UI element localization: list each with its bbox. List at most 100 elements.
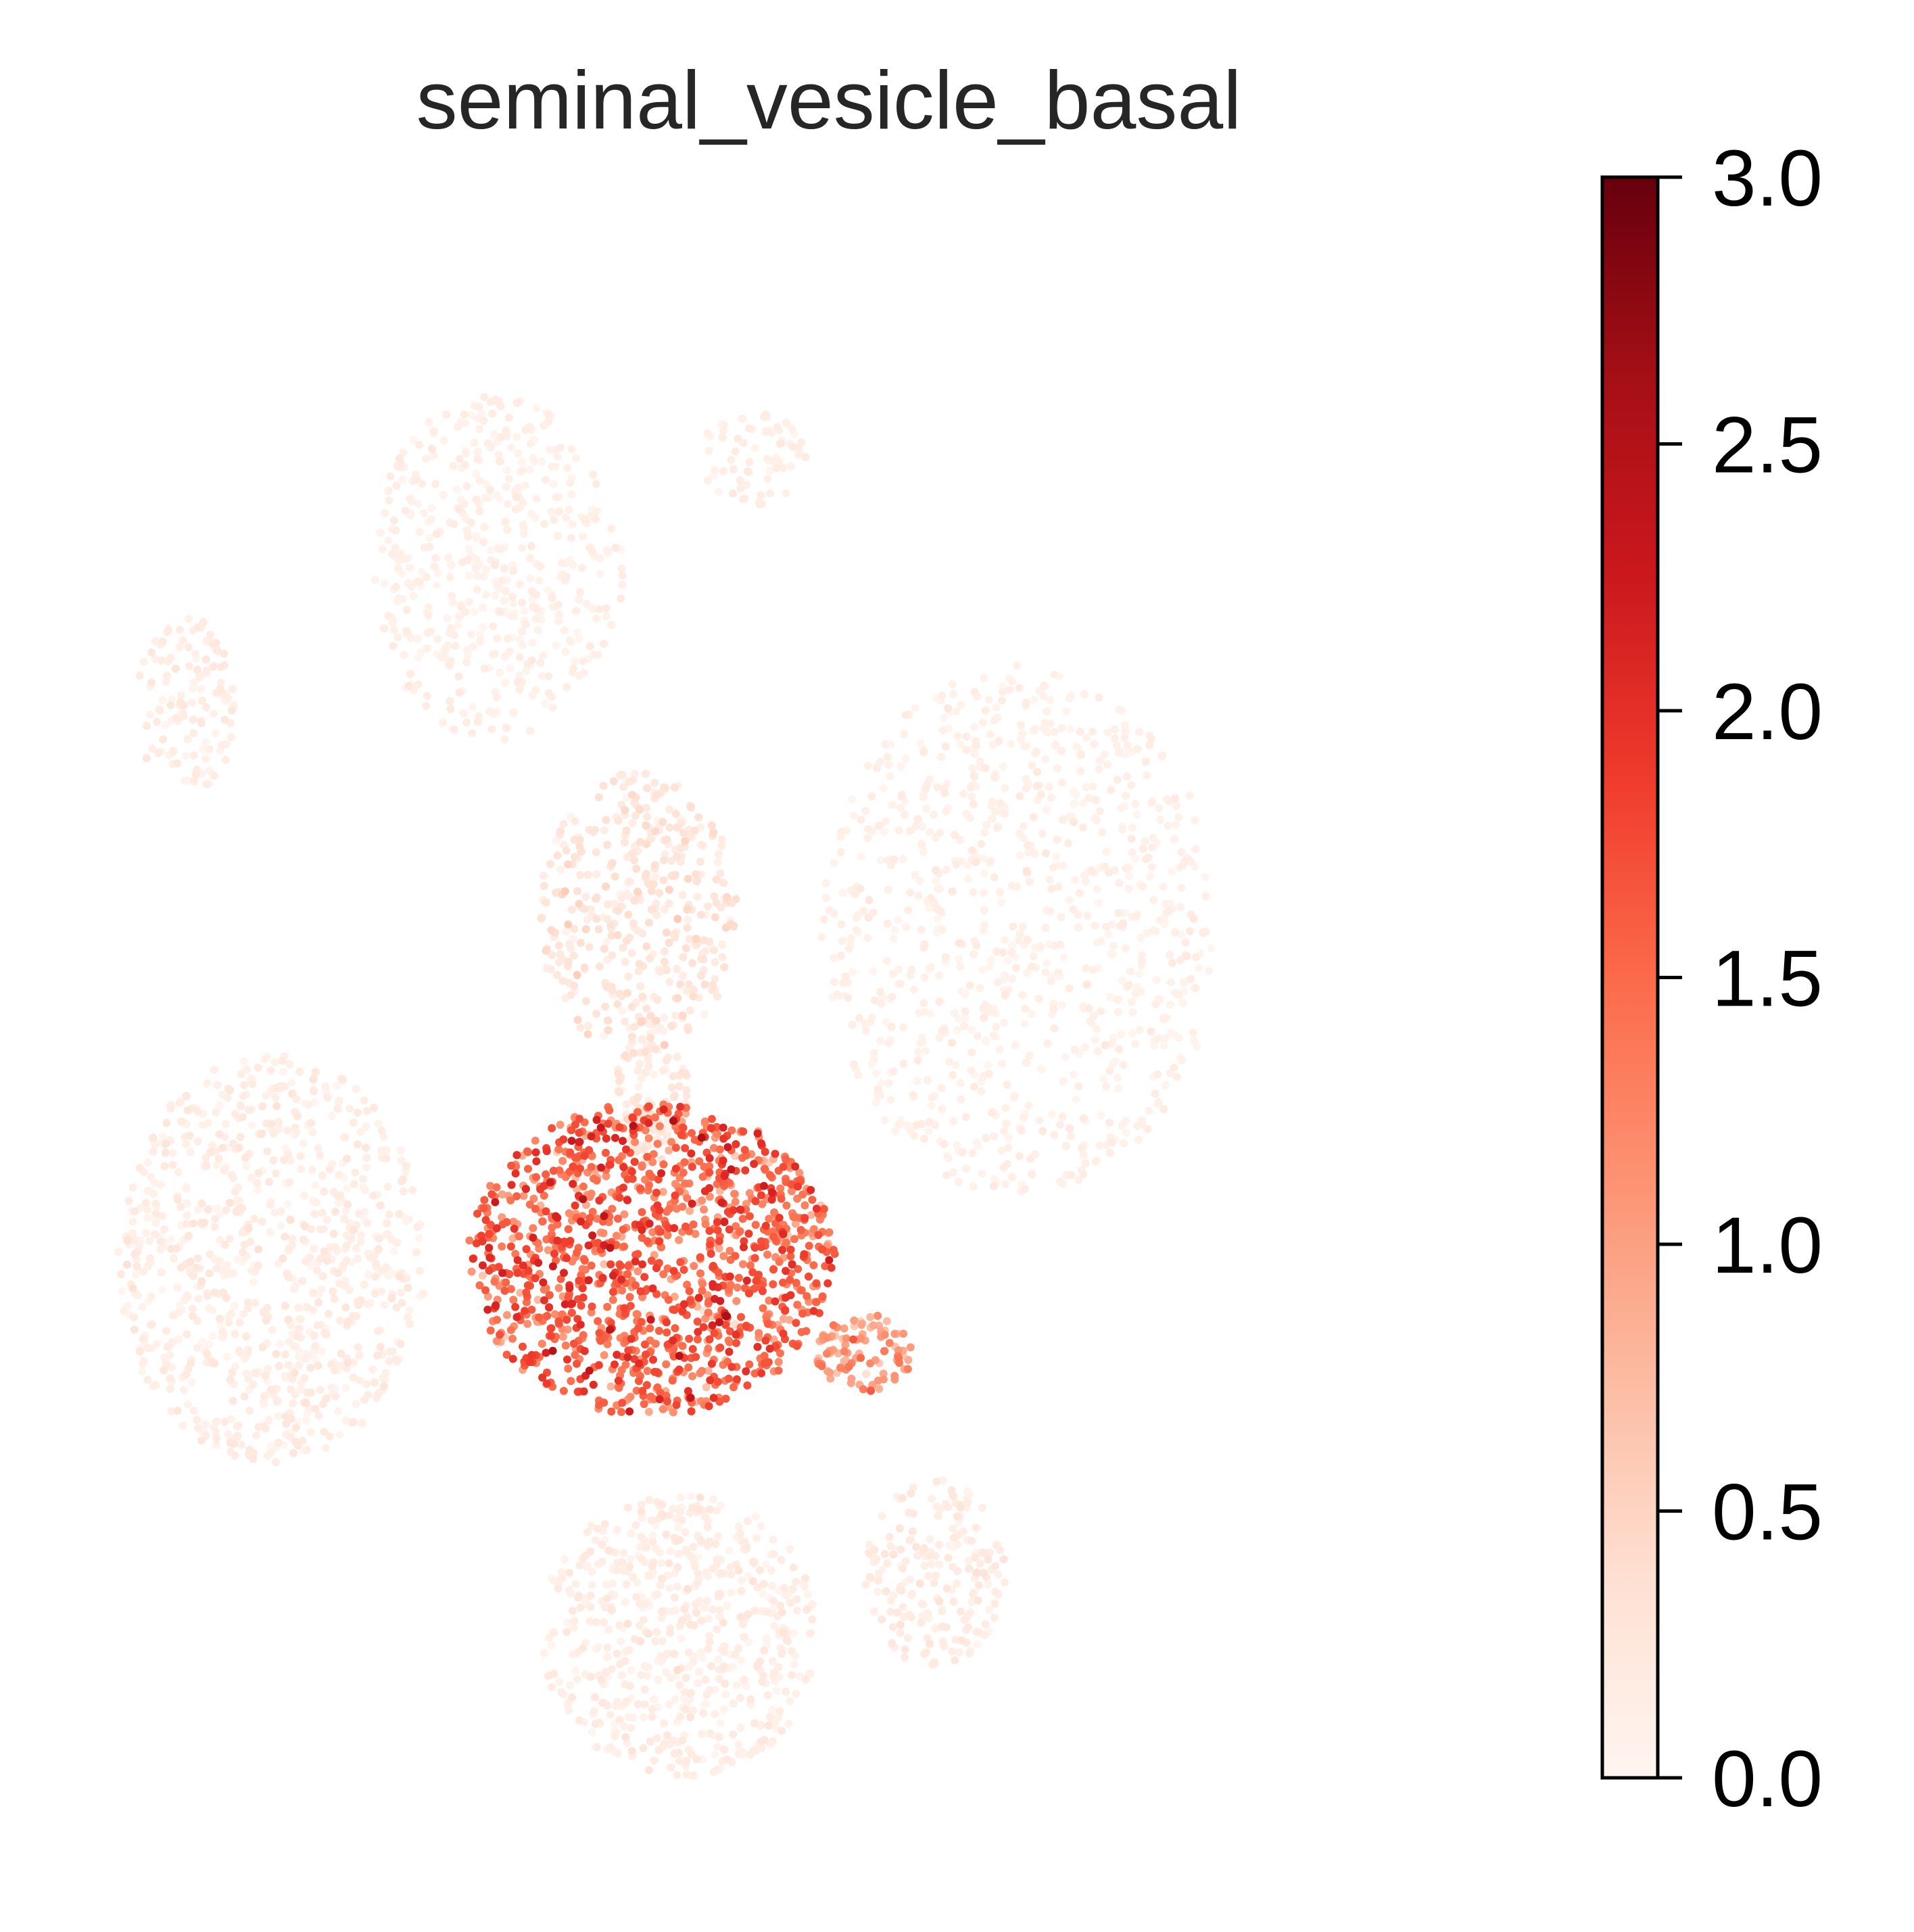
cell-point bbox=[498, 1213, 506, 1222]
cell-point bbox=[485, 1266, 494, 1275]
cell-point bbox=[788, 1671, 796, 1680]
cell-point bbox=[1074, 1082, 1083, 1091]
cell-point bbox=[1170, 834, 1178, 843]
cell-point bbox=[658, 1574, 667, 1583]
cell-point bbox=[750, 1244, 759, 1252]
cell-point bbox=[850, 1316, 859, 1325]
cell-point bbox=[641, 1600, 650, 1608]
cell-point bbox=[663, 1264, 672, 1273]
cell-point bbox=[404, 682, 413, 690]
cell-point bbox=[613, 999, 622, 1008]
cell-point bbox=[447, 561, 456, 569]
cell-point bbox=[1070, 787, 1078, 796]
cell-point bbox=[350, 1226, 358, 1235]
cell-point bbox=[944, 704, 953, 713]
cell-point bbox=[602, 604, 611, 613]
cell-point bbox=[546, 859, 555, 868]
cell-point bbox=[725, 1225, 734, 1234]
cell-point bbox=[1176, 956, 1185, 964]
cell-point bbox=[560, 887, 569, 896]
cell-point bbox=[220, 715, 229, 724]
cell-point bbox=[570, 924, 579, 933]
cell-point bbox=[213, 646, 222, 655]
cell-point bbox=[719, 1662, 728, 1671]
cell-point bbox=[575, 595, 583, 604]
cell-point bbox=[914, 891, 923, 900]
cell-point bbox=[590, 1707, 598, 1716]
cell-point bbox=[742, 1542, 751, 1551]
cell-point bbox=[721, 1690, 730, 1699]
cell-point bbox=[591, 515, 600, 523]
cell-point bbox=[604, 1119, 613, 1128]
cell-point bbox=[380, 1300, 389, 1309]
cell-point bbox=[950, 1009, 959, 1017]
cell-point bbox=[210, 772, 218, 780]
cell-point bbox=[690, 1621, 698, 1630]
cell-point bbox=[786, 1252, 795, 1260]
cell-point bbox=[459, 709, 468, 717]
cell-point bbox=[958, 1148, 967, 1156]
cell-point bbox=[547, 1682, 556, 1691]
cell-point bbox=[719, 1618, 727, 1627]
cell-point bbox=[279, 1254, 287, 1263]
cell-point bbox=[1174, 1033, 1183, 1042]
cell-point bbox=[156, 1237, 165, 1246]
cell-point bbox=[425, 542, 434, 551]
cell-point bbox=[638, 1208, 646, 1217]
cell-point bbox=[168, 747, 177, 756]
cell-point bbox=[465, 1236, 474, 1245]
cell-point bbox=[291, 1342, 300, 1351]
cell-point bbox=[130, 1313, 138, 1322]
cell-point bbox=[1049, 1005, 1058, 1014]
cell-point bbox=[515, 685, 524, 694]
cell-point bbox=[370, 1104, 379, 1112]
cell-point bbox=[882, 957, 891, 966]
cell-point bbox=[906, 889, 915, 897]
cell-point bbox=[913, 1551, 922, 1560]
cell-point bbox=[646, 954, 654, 963]
cell-point bbox=[182, 1370, 191, 1379]
cell-point bbox=[414, 1233, 423, 1242]
cell-point bbox=[652, 1734, 661, 1743]
cell-point bbox=[571, 454, 580, 463]
cell-point bbox=[638, 929, 647, 938]
cell-point bbox=[1185, 927, 1194, 935]
cell-point bbox=[548, 1124, 556, 1133]
cell-point bbox=[1189, 1028, 1197, 1037]
cell-point bbox=[604, 1026, 613, 1035]
cell-point bbox=[714, 858, 722, 867]
cell-point bbox=[553, 851, 562, 860]
cell-point bbox=[600, 1519, 609, 1528]
cell-point bbox=[962, 746, 971, 755]
cell-point bbox=[561, 1341, 570, 1350]
cell-point bbox=[554, 532, 562, 540]
cell-point bbox=[727, 1126, 736, 1135]
cell-point bbox=[587, 1308, 596, 1317]
cell-point bbox=[615, 1076, 624, 1085]
cell-point bbox=[769, 1672, 778, 1680]
cell-point bbox=[659, 1187, 667, 1196]
cell-point bbox=[202, 666, 211, 675]
cell-point bbox=[623, 1739, 631, 1747]
cell-point bbox=[696, 972, 705, 980]
cell-point bbox=[412, 1248, 421, 1256]
cell-point bbox=[1019, 922, 1028, 930]
cell-point bbox=[512, 1192, 521, 1200]
cell-point bbox=[715, 1244, 723, 1253]
cell-point bbox=[1055, 1177, 1064, 1186]
cell-point bbox=[988, 815, 997, 823]
cell-point bbox=[535, 1313, 544, 1322]
cell-point bbox=[794, 1182, 802, 1191]
cell-point bbox=[205, 1269, 214, 1277]
cell-point bbox=[353, 1108, 362, 1117]
cell-point bbox=[544, 688, 553, 697]
cell-point bbox=[628, 1033, 636, 1041]
cell-point bbox=[1114, 1008, 1122, 1016]
cell-point bbox=[617, 594, 625, 603]
cell-point bbox=[398, 1177, 406, 1185]
cell-point bbox=[381, 1369, 390, 1377]
cell-point bbox=[700, 1117, 709, 1126]
cell-point bbox=[732, 1222, 740, 1231]
cell-point bbox=[209, 663, 218, 672]
cell-point bbox=[239, 1091, 247, 1100]
